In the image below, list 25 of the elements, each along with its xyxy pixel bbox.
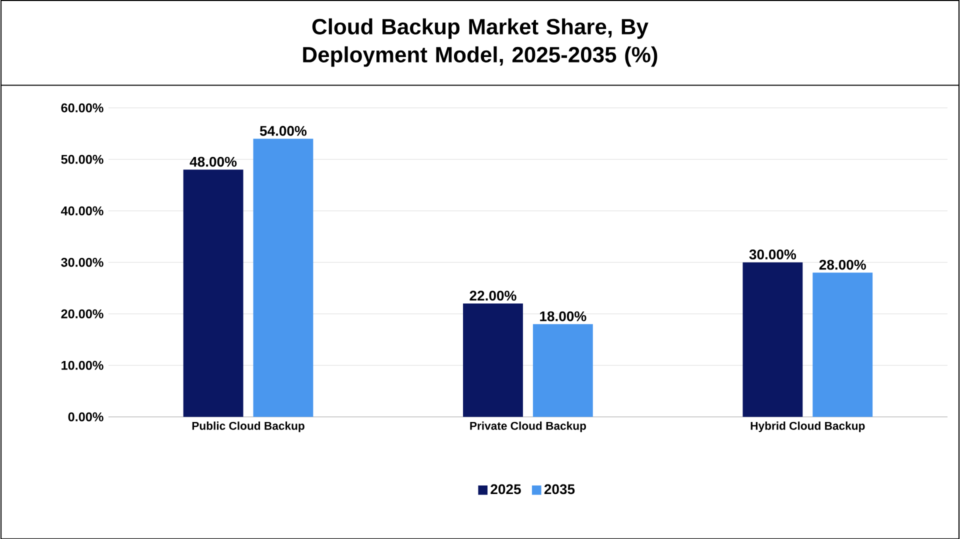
data-label: 54.00% xyxy=(260,126,307,136)
data-label: 48.00% xyxy=(190,156,237,167)
x-tick-label: Public Cloud Backup xyxy=(192,421,304,432)
bar xyxy=(183,169,244,417)
y-tick-label: 60.00% xyxy=(61,103,104,112)
data-label: 22.00% xyxy=(470,290,516,300)
legend-label: 2025 xyxy=(490,484,521,494)
chart-title: Cloud Backup Market Share, By Deployment Model, 2025-2035 (%) xyxy=(303,18,658,67)
y-tick-label: 10.00% xyxy=(62,360,104,370)
data-label: 30.00% xyxy=(749,249,796,260)
data-label: 18.00% xyxy=(540,311,586,322)
x-tick-label: Private Cloud Backup xyxy=(470,421,586,432)
y-tick-label: 0.00% xyxy=(68,412,104,422)
x-tick-label: Hybrid Cloud Backup xyxy=(750,421,865,432)
bar xyxy=(812,272,873,417)
y-tick-label: 40.00% xyxy=(60,206,104,216)
legend-label: 2035 xyxy=(544,484,575,494)
y-tick-label: 50.00% xyxy=(61,154,104,164)
y-tick-label: 20.00% xyxy=(61,309,104,318)
bar xyxy=(253,138,314,417)
y-tick-label: 30.00% xyxy=(61,258,104,267)
bar xyxy=(463,303,523,417)
bar xyxy=(532,324,593,417)
data-label: 28.00% xyxy=(819,260,866,270)
bar xyxy=(742,262,803,417)
